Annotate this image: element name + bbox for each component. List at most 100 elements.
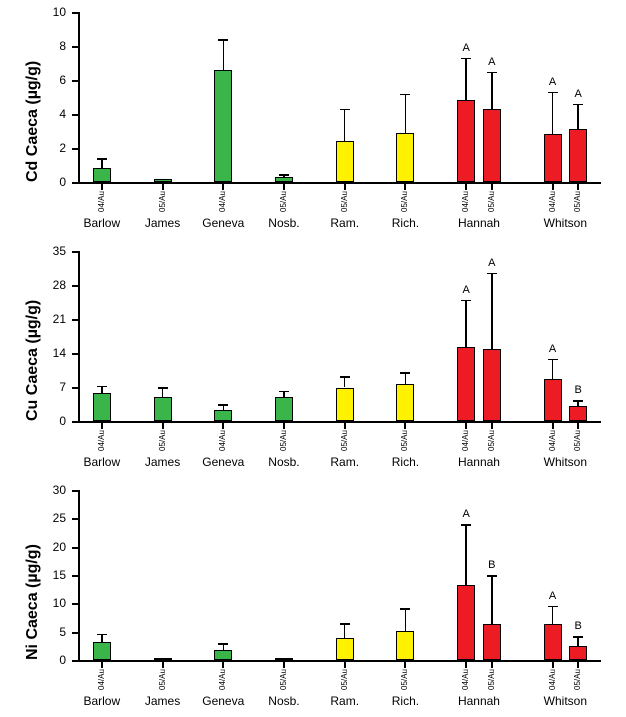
y-tick: [72, 285, 78, 287]
error-bar: [465, 300, 467, 347]
bar-x-label: 05/Au: [401, 191, 409, 212]
group-label: Nosb.: [249, 694, 319, 708]
y-tick: [72, 387, 78, 389]
chart-panel: AAAA0246810Cd Caeca (µg/g)04/Au05/Au04/A…: [0, 0, 626, 239]
x-tick: [101, 662, 103, 668]
bar-x-label: 05/Au: [159, 191, 167, 212]
bar: [336, 638, 354, 660]
significance-letter: A: [459, 284, 473, 296]
bar-x-label: 05/Au: [574, 430, 582, 451]
x-tick: [222, 662, 224, 668]
error-cap: [97, 386, 107, 388]
group-label: Nosb.: [249, 455, 319, 469]
bar: [544, 624, 562, 660]
x-tick: [465, 662, 467, 668]
error-cap: [97, 634, 107, 636]
x-tick: [344, 662, 346, 668]
bar-x-label: 04/Au: [462, 430, 470, 451]
bar-x-label: 04/Au: [549, 191, 557, 212]
group-label: Nosb.: [249, 216, 319, 230]
bar-x-label: 04/Au: [98, 669, 106, 690]
group-label: James: [128, 455, 198, 469]
group-label: Rich.: [370, 216, 440, 230]
group-label: Ram.: [310, 694, 380, 708]
error-bar: [491, 273, 493, 349]
y-tick: [72, 80, 78, 82]
bar: [483, 624, 501, 660]
x-tick: [491, 184, 493, 190]
error-bar: [344, 109, 346, 141]
bar-x-label: 04/Au: [549, 669, 557, 690]
bar-x-label: 05/Au: [574, 191, 582, 212]
bar-x-label: 05/Au: [574, 669, 582, 690]
plot-area: ABAB: [80, 490, 600, 660]
group-label: Barlow: [67, 694, 137, 708]
y-tick: [72, 421, 78, 423]
error-cap: [340, 109, 350, 111]
error-bar: [405, 608, 407, 630]
error-cap: [218, 39, 228, 41]
error-cap: [340, 376, 350, 378]
significance-letter: A: [485, 56, 499, 68]
x-tick: [491, 662, 493, 668]
y-axis-title: Cu Caeca (µg/g): [24, 300, 42, 421]
error-cap: [158, 658, 168, 660]
x-axis: [79, 182, 601, 184]
group-label: James: [128, 694, 198, 708]
bar: [544, 379, 562, 421]
group-label: James: [128, 216, 198, 230]
bar: [154, 397, 172, 421]
error-cap: [487, 575, 497, 577]
bar-x-label: 05/Au: [488, 669, 496, 690]
error-cap: [279, 174, 289, 176]
y-tick: [72, 518, 78, 520]
x-tick: [404, 662, 406, 668]
bar: [569, 406, 587, 421]
bar: [214, 410, 232, 421]
bar: [214, 650, 232, 660]
bar-x-label: 05/Au: [280, 191, 288, 212]
bar-x-label: 04/Au: [219, 430, 227, 451]
x-tick: [283, 184, 285, 190]
bar: [396, 384, 414, 421]
x-tick: [491, 423, 493, 429]
y-axis: [78, 12, 80, 184]
bar-x-label: 05/Au: [280, 669, 288, 690]
error-bar: [465, 58, 467, 101]
group-label: Hannah: [444, 455, 514, 469]
bar-x-label: 04/Au: [462, 191, 470, 212]
error-cap: [573, 104, 583, 106]
bar: [569, 129, 587, 182]
group-label: Barlow: [67, 455, 137, 469]
x-tick: [222, 184, 224, 190]
error-bar: [491, 575, 493, 624]
group-label: Geneva: [188, 216, 258, 230]
significance-letter: A: [546, 590, 560, 602]
y-axis: [78, 490, 80, 662]
error-cap: [461, 524, 471, 526]
bar-x-label: 05/Au: [280, 430, 288, 451]
error-bar: [577, 104, 579, 130]
error-bar: [344, 623, 346, 638]
y-tick: [72, 603, 78, 605]
chart-panel: ABAB051015202530Ni Caeca (µg/g)04/Au05/A…: [0, 478, 626, 717]
bar: [93, 642, 111, 660]
significance-letter: A: [459, 508, 473, 520]
error-cap: [400, 94, 410, 96]
y-tick-label: 10: [34, 6, 66, 18]
group-label: Hannah: [444, 694, 514, 708]
error-cap: [400, 608, 410, 610]
error-cap: [548, 92, 558, 94]
bar-x-label: 05/Au: [488, 191, 496, 212]
group-label: Whitson: [530, 455, 600, 469]
bar: [457, 585, 475, 660]
bar: [457, 347, 475, 421]
y-axis-title: Ni Caeca (µg/g): [24, 544, 42, 660]
x-axis: [79, 660, 601, 662]
x-tick: [283, 423, 285, 429]
significance-letter: A: [485, 257, 499, 269]
significance-letter: A: [459, 42, 473, 54]
bar-x-label: 05/Au: [401, 430, 409, 451]
bar: [396, 631, 414, 660]
significance-letter: B: [571, 384, 585, 396]
